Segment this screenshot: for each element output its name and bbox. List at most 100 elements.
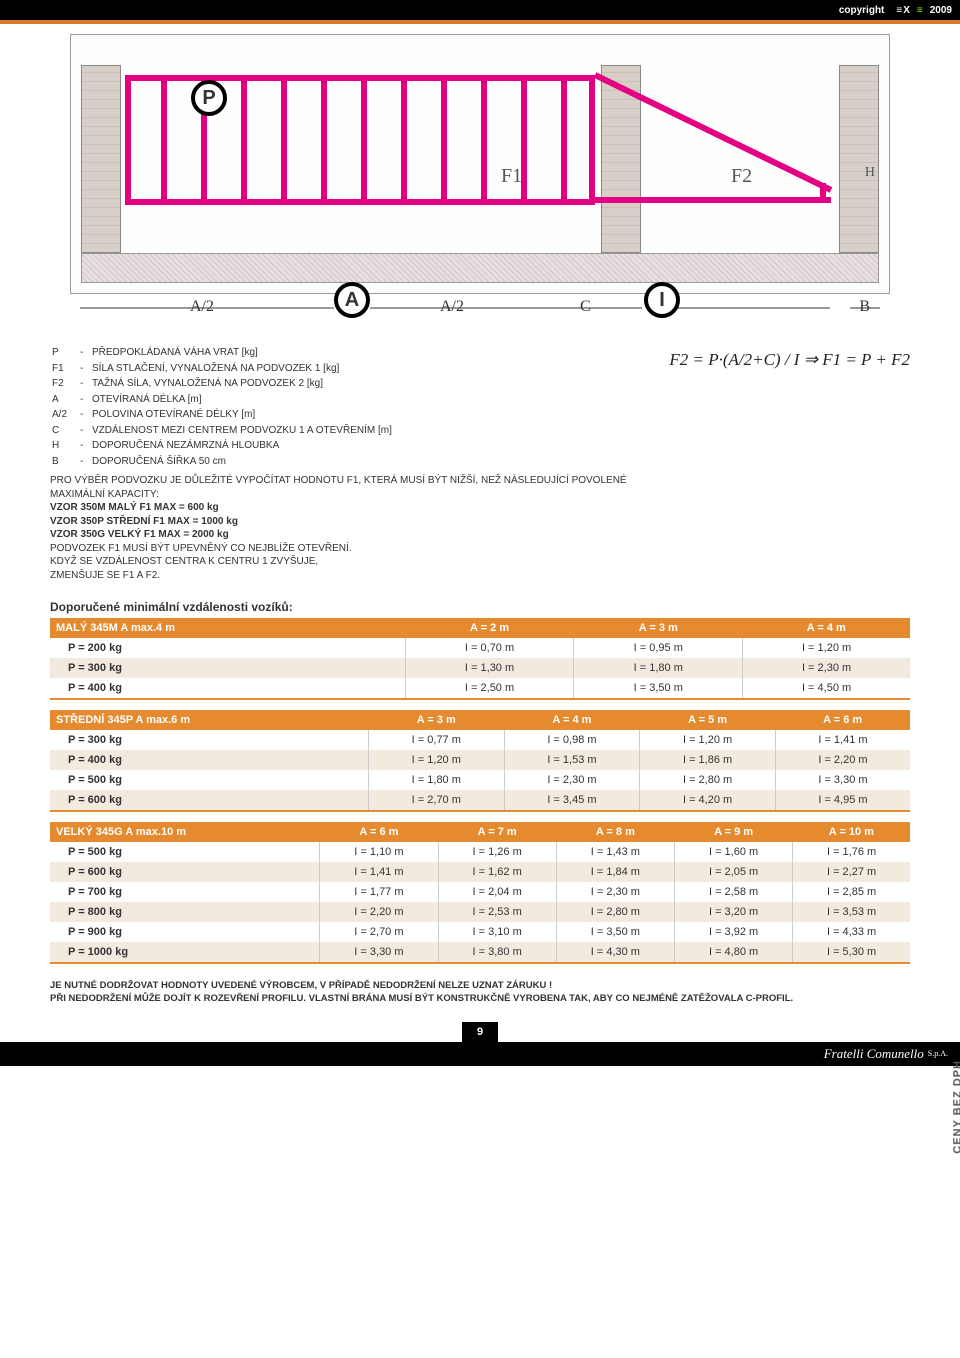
top-bar: copyright ≡X≡ 2009 — [0, 0, 960, 20]
brand-logo: ≡X≡ — [890, 5, 923, 16]
cell-value: I = 3,53 m — [793, 902, 910, 922]
cell-value: I = 1,60 m — [674, 842, 792, 862]
table-col-header: A = 2 m — [405, 618, 574, 638]
table-row: P = 900 kgI = 2,70 mI = 3,10 mI = 3,50 m… — [50, 922, 910, 942]
cell-value: I = 2,20 m — [320, 902, 438, 922]
block-line: ZMENŠUJE SE F1 A F2. — [50, 569, 670, 583]
cell-value: I = 1,20 m — [640, 730, 776, 750]
footnote: JE NUTNÉ DODRŽOVAT HODNOTY UVEDENÉ VÝROB… — [0, 974, 960, 1012]
cell-value: I = 3,30 m — [775, 770, 910, 790]
gate-bar — [481, 81, 487, 199]
pillar-right — [839, 65, 879, 253]
gate-bar — [361, 81, 367, 199]
table-row: P = 600 kgI = 2,70 mI = 3,45 mI = 4,20 m… — [50, 790, 910, 811]
def-text: TAŽNÁ SÍLA, VYNALOŽENÁ NA PODVOZEK 2 [kg… — [92, 377, 392, 391]
gate-bar — [241, 81, 247, 199]
cell-value: I = 4,95 m — [775, 790, 910, 811]
row-label: P = 800 kg — [50, 902, 320, 922]
row-label: P = 300 kg — [50, 658, 405, 678]
cell-value: I = 2,30 m — [504, 770, 640, 790]
row-label: P = 600 kg — [50, 862, 320, 882]
copyright-label: copyright — [839, 5, 885, 16]
cell-value: I = 1,86 m — [640, 750, 776, 770]
table-header: STŘEDNÍ 345P A max.6 m — [50, 710, 368, 730]
table-col-header: A = 3 m — [574, 618, 743, 638]
gate-bar — [161, 81, 167, 199]
cell-value: I = 5,30 m — [793, 942, 910, 963]
table-header: MALÝ 345M A max.4 m — [50, 618, 405, 638]
table-col-header: A = 5 m — [640, 710, 776, 730]
row-label: P = 700 kg — [50, 882, 320, 902]
def-text: SÍLA STLAČENÍ, VYNALOŽENÁ NA PODVOZEK 1 … — [92, 362, 392, 376]
table-velky: VELKÝ 345G A max.10 mA = 6 mA = 7 mA = 8… — [50, 822, 910, 964]
cell-value: I = 1,53 m — [504, 750, 640, 770]
table-stredni-wrap: STŘEDNÍ 345P A max.6 mA = 3 mA = 4 mA = … — [0, 710, 960, 822]
label-h: H — [865, 165, 875, 181]
cell-value: I = 2,80 m — [556, 902, 674, 922]
table-col-header: A = 6 m — [775, 710, 910, 730]
block-line: KDYŽ SE VZDÁLENOST CENTRA K CENTRU 1 ZVY… — [50, 555, 670, 569]
def-sym: H — [52, 439, 78, 453]
cell-value: I = 3,10 m — [438, 922, 556, 942]
block-line: VZOR 350P STŘEDNÍ F1 MAX = 1000 kg — [50, 515, 670, 529]
cell-value: I = 3,50 m — [556, 922, 674, 942]
def-sym: B — [52, 455, 78, 469]
gate-bar — [281, 81, 287, 199]
cell-value: I = 0,95 m — [574, 638, 743, 658]
cell-value: I = 2,70 m — [320, 922, 438, 942]
cell-value: I = 4,50 m — [743, 678, 910, 699]
footer-brand: Fratelli Comunello — [824, 1046, 924, 1062]
cell-value: I = 2,20 m — [775, 750, 910, 770]
footnote-line: JE NUTNÉ DODRŽOVAT HODNOTY UVEDENÉ VÝROB… — [50, 980, 910, 993]
table-row: P = 500 kgI = 1,80 mI = 2,30 mI = 2,80 m… — [50, 770, 910, 790]
def-text: DOPORUČENÁ NEZÁMRZNÁ HLOUBKA — [92, 439, 392, 453]
cell-value: I = 4,20 m — [640, 790, 776, 811]
cell-value: I = 2,58 m — [674, 882, 792, 902]
table-col-header: A = 4 m — [743, 618, 910, 638]
cell-value: I = 3,45 m — [504, 790, 640, 811]
definitions-list: P-PŘEDPOKLÁDANÁ VÁHA VRAT [kg]F1-SÍLA ST… — [0, 334, 640, 470]
block-line: PODVOZEK F1 MUSÍ BÝT UPEVNĚNÝ CO NEJBLÍŽ… — [50, 542, 670, 556]
table-col-header: A = 10 m — [793, 822, 910, 842]
copyright-year: 2009 — [930, 5, 952, 16]
cell-value: I = 2,05 m — [674, 862, 792, 882]
block-line: VZOR 350G VELKÝ F1 MAX = 2000 kg — [50, 528, 670, 542]
cell-value: I = 4,80 m — [674, 942, 792, 963]
def-sym: C — [52, 424, 78, 438]
table-row: P = 1000 kgI = 3,30 mI = 3,80 mI = 4,30 … — [50, 942, 910, 963]
cell-value: I = 2,30 m — [743, 658, 910, 678]
def-text: PŘEDPOKLÁDANÁ VÁHA VRAT [kg] — [92, 346, 392, 360]
table-col-header: A = 9 m — [674, 822, 792, 842]
cell-value: I = 2,04 m — [438, 882, 556, 902]
table-col-header: A = 8 m — [556, 822, 674, 842]
gate-bar — [401, 81, 407, 199]
table-maly: MALÝ 345M A max.4 mA = 2 mA = 3 mA = 4 m… — [50, 618, 910, 700]
table-row: P = 700 kgI = 1,77 mI = 2,04 mI = 2,30 m… — [50, 882, 910, 902]
marker-p: P — [191, 80, 227, 116]
row-label: P = 900 kg — [50, 922, 320, 942]
gate-bar — [441, 81, 447, 199]
def-sym: A — [52, 393, 78, 407]
table-maly-wrap: MALÝ 345M A max.4 mA = 2 mA = 3 mA = 4 m… — [0, 618, 960, 710]
footer-bar: Fratelli Comunello S.p.A. — [0, 1042, 960, 1066]
cell-value: I = 0,77 m — [368, 730, 504, 750]
def-sym: A/2 — [52, 408, 78, 422]
section-title: Doporučené minimální vzdálenosti vozíků: — [0, 582, 960, 618]
cell-value: I = 2,30 m — [556, 882, 674, 902]
table-row: P = 600 kgI = 1,41 mI = 1,62 mI = 1,84 m… — [50, 862, 910, 882]
label-f2: F2 — [731, 165, 752, 188]
cell-value: I = 3,30 m — [320, 942, 438, 963]
row-label: P = 1000 kg — [50, 942, 320, 963]
row-label: P = 400 kg — [50, 678, 405, 699]
table-header: VELKÝ 345G A max.10 m — [50, 822, 320, 842]
page-foot: 9 — [0, 1022, 960, 1042]
cell-value: I = 1,41 m — [775, 730, 910, 750]
side-label: CENY BEZ DPH — [952, 1060, 960, 1154]
page-number: 9 — [462, 1022, 498, 1042]
cell-value: I = 2,85 m — [793, 882, 910, 902]
def-sym: F1 — [52, 362, 78, 376]
cell-value: I = 1,20 m — [743, 638, 910, 658]
cell-value: I = 1,10 m — [320, 842, 438, 862]
cell-value: I = 1,80 m — [574, 658, 743, 678]
cell-value: I = 3,50 m — [574, 678, 743, 699]
